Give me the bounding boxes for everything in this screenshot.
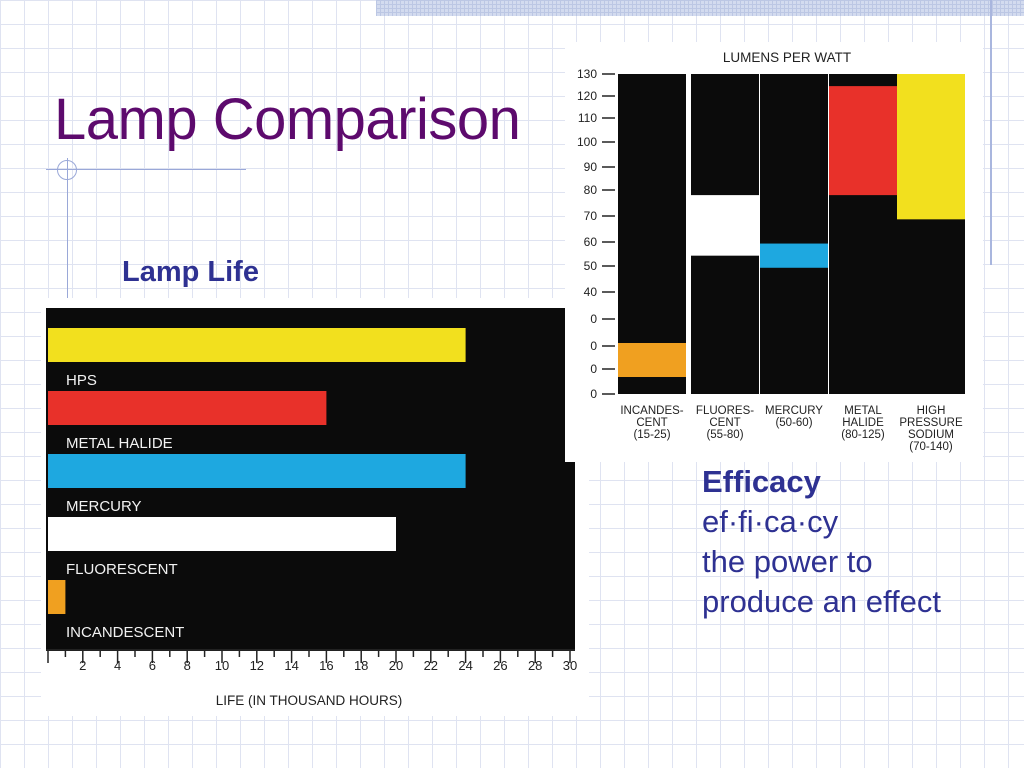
bar-label-hps: HPS — [66, 372, 97, 389]
range-incandes-cent — [618, 343, 686, 377]
life-tick-label: 2 — [79, 658, 86, 673]
column-label-high-pressure: HIGH — [917, 405, 946, 417]
column-label-metal-halide: HALIDE — [842, 417, 884, 429]
bar-hps — [48, 328, 466, 362]
column-label-high-pressure: PRESSURE — [899, 417, 963, 429]
column-label-fluores-cent: (55-80) — [706, 429, 743, 441]
life-tick-label: 8 — [184, 658, 191, 673]
bar-fluorescent — [48, 517, 396, 551]
column-label-mercury-50-60: MERCURY — [765, 405, 823, 417]
life-tick-label: 28 — [528, 658, 542, 673]
column-bg-mercury-50-60 — [760, 74, 828, 394]
lumens-tick-label: 0 — [590, 339, 597, 353]
life-tick-label: 30 — [563, 658, 577, 673]
efficacy-definition: Efficacy ef·fi·ca·cy the power to produc… — [702, 462, 1012, 622]
lumens-tick-label: 0 — [590, 362, 597, 376]
range-metal-halide — [829, 86, 897, 196]
life-tick-label: 20 — [389, 658, 403, 673]
slide-title: Lamp Comparison — [54, 87, 521, 152]
lumens-per-watt-chart: LUMENS PER WATT 130 120 110 100 90 80 70 60 50 40 0… — [577, 50, 965, 453]
life-tick-label: 6 — [149, 658, 156, 673]
range-fluores-cent — [691, 195, 759, 256]
efficacy-definition-line-2: produce an effect — [702, 584, 941, 619]
life-tick-label: 24 — [458, 658, 472, 673]
bar-mercury — [48, 454, 466, 488]
column-label-incandes-cent: INCANDES- — [620, 405, 683, 417]
bar-label-fluorescent: FLUORESCENT — [66, 561, 178, 578]
life-tick-label: 4 — [114, 658, 121, 673]
title-underline — [46, 169, 246, 170]
column-label-metal-halide: METAL — [844, 405, 882, 417]
bar-label-metal-halide: METAL HALIDE — [66, 435, 173, 452]
column-label-incandes-cent: (15-25) — [633, 429, 670, 441]
lumens-tick-label: 70 — [584, 209, 598, 223]
lumens-tick-label: 120 — [577, 89, 597, 103]
life-tick-label: 10 — [215, 658, 229, 673]
life-tick-label: 22 — [424, 658, 438, 673]
column-label-fluores-cent: FLUORES- — [696, 405, 754, 417]
lamp-life-chart-panel: HPS METAL HALIDE MERCURY FLUORESCENT INCANDE… — [41, 298, 589, 716]
life-tick-label: 18 — [354, 658, 368, 673]
life-tick-label: 14 — [284, 658, 298, 673]
efficacy-definition-line-1: the power to — [702, 544, 873, 579]
lumens-tick-label: 80 — [584, 183, 598, 197]
efficacy-title: Efficacy — [702, 464, 821, 499]
range-high-pressure — [897, 74, 965, 220]
column-label-incandes-cent: CENT — [636, 417, 667, 429]
bar-incandescent — [48, 580, 66, 614]
column-label-metal-halide: (80-125) — [841, 429, 885, 441]
lumens-tick-label: 90 — [584, 160, 598, 174]
bar-label-mercury: MERCURY — [66, 498, 142, 515]
life-x-axis-label: LIFE (IN THOUSAND HOURS) — [216, 693, 403, 708]
lumens-tick-label: 60 — [584, 235, 598, 249]
lumens-tick-label: 130 — [577, 67, 597, 81]
lumens-tick-label: 40 — [584, 285, 598, 299]
column-bg-incandes-cent — [618, 74, 686, 394]
lumens-tick-label: 110 — [578, 111, 597, 125]
efficacy-pronunciation: ef·fi·ca·cy — [702, 504, 839, 539]
bar-label-incandescent: INCANDESCENT — [66, 624, 184, 641]
column-label-high-pressure: (70-140) — [909, 441, 953, 453]
lumens-tick-label: 0 — [590, 312, 597, 326]
lumens-chart-panel: LUMENS PER WATT 130 120 110 100 90 80 70 60 50 40 0… — [565, 42, 983, 462]
bar-metal-halide — [48, 391, 327, 425]
lamp-life-chart: HPS METAL HALIDE MERCURY FLUORESCENT INCANDE… — [46, 308, 577, 708]
column-label-high-pressure: SODIUM — [908, 429, 954, 441]
range-mercury-50-60 — [760, 243, 828, 268]
right-decor-rule — [990, 0, 992, 265]
decor-circle — [57, 160, 77, 180]
decor-vertical-line — [67, 158, 68, 298]
column-label-mercury-50-60: (50-60) — [775, 417, 812, 429]
top-decor-band — [376, 0, 1024, 16]
lumens-tick-label: 100 — [577, 135, 597, 149]
lumens-tick-label: 0 — [590, 387, 597, 401]
life-tick-label: 12 — [250, 658, 264, 673]
column-label-fluores-cent: CENT — [709, 417, 740, 429]
life-tick-label: 26 — [493, 658, 507, 673]
lumens-chart-title: LUMENS PER WATT — [723, 50, 851, 65]
life-tick-label: 16 — [319, 658, 333, 673]
lamp-life-heading: Lamp Life — [122, 256, 259, 288]
lumens-tick-label: 50 — [584, 259, 598, 273]
